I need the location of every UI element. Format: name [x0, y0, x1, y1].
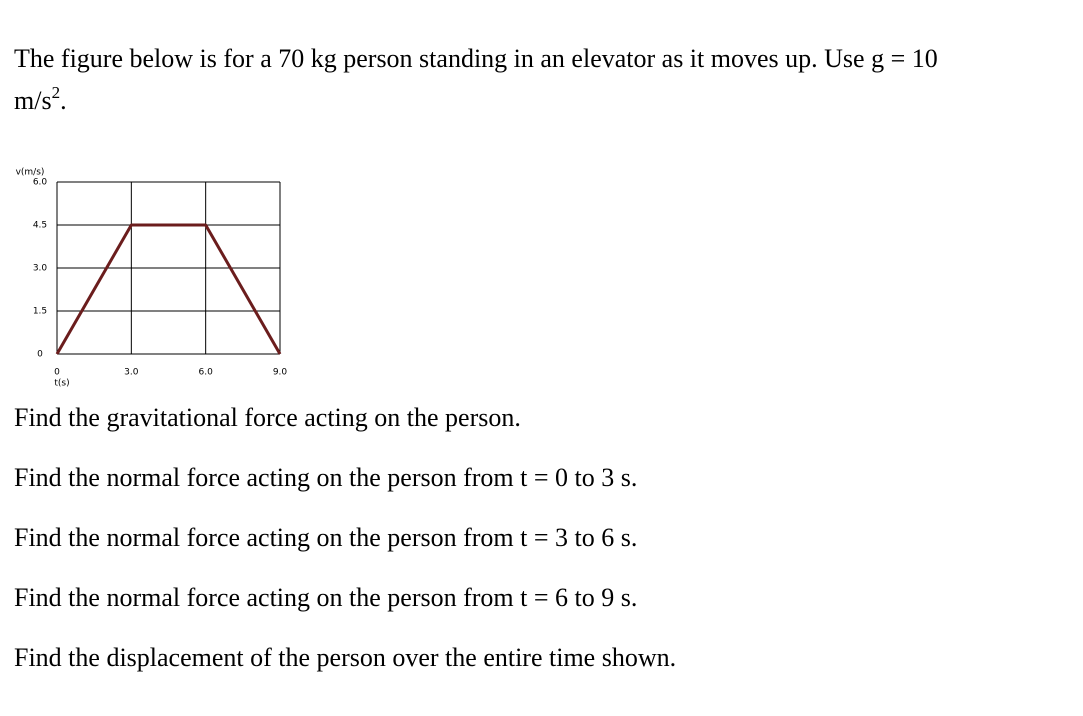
question: Find the normal force acting on the pers…: [14, 523, 638, 552]
question: Find the gravitational force acting on t…: [14, 403, 521, 432]
y-tick-label: 1.5: [33, 307, 47, 317]
x-axis-label: t(s): [54, 379, 69, 389]
period: .: [60, 86, 67, 115]
y-tick-label: 4.5: [33, 221, 47, 231]
question: Find the displacement of the person over…: [14, 643, 677, 672]
x-tick-label: 3.0: [124, 368, 139, 378]
x-tick-label: 0: [54, 368, 60, 378]
exponent: 2: [51, 83, 61, 102]
velocity-line: [55, 223, 282, 355]
y-tick-label: 3.0: [33, 264, 48, 274]
question: Find the normal force acting on the pers…: [14, 583, 638, 612]
chart: v(m/s) t(s) 0 1.5 3.0 4.5 6.0 0 3.0 6.0 9.0: [16, 168, 288, 389]
y-axis-label: v(m/s): [16, 168, 45, 178]
intro-line: The figure below is for a 70 kg person s…: [14, 44, 938, 73]
unit: m/s: [14, 86, 52, 115]
intro-line: m/s2.: [14, 83, 67, 116]
y-tick-label: 0: [37, 350, 43, 360]
question: Find the normal force acting on the pers…: [14, 463, 638, 492]
y-tick-label: 6.0: [33, 178, 48, 188]
x-tick-label: 9.0: [273, 368, 288, 378]
x-tick-label: 6.0: [199, 368, 214, 378]
